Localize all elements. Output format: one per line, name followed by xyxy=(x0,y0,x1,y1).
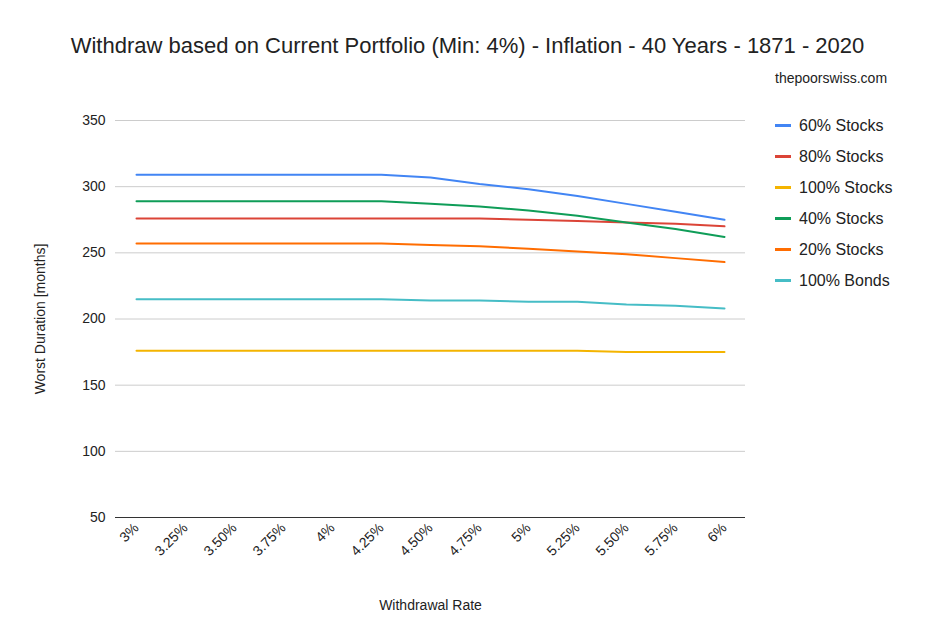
html-text:80% Stocks: 80% Stocks xyxy=(799,147,884,165)
svg-text:4.50%: 4.50% xyxy=(396,519,435,558)
svg-text:3.75%: 3.75% xyxy=(249,519,288,558)
svg-text:Withdrawal Rate: Withdrawal Rate xyxy=(379,597,482,613)
svg-text:3.25%: 3.25% xyxy=(151,519,190,558)
svg-text:4%: 4% xyxy=(312,519,338,545)
svg-text:3%: 3% xyxy=(116,519,142,545)
svg-text:5%: 5% xyxy=(508,519,534,545)
svg-text:350: 350 xyxy=(82,112,106,128)
svg-text:300: 300 xyxy=(82,178,106,194)
svg-text:250: 250 xyxy=(82,244,106,260)
svg-text:100: 100 xyxy=(82,443,106,459)
svg-text:Worst Duration [months]: Worst Duration [months] xyxy=(32,244,48,395)
html-text:100% Stocks: 100% Stocks xyxy=(799,178,893,196)
svg-text:4.25%: 4.25% xyxy=(347,519,386,558)
svg-text:5.75%: 5.75% xyxy=(641,519,680,558)
svg-text:5.25%: 5.25% xyxy=(543,519,582,558)
svg-text:5.50%: 5.50% xyxy=(592,519,631,558)
html-text:20% Stocks: 20% Stocks xyxy=(799,240,884,258)
html-text:40% Stocks: 40% Stocks xyxy=(799,209,884,227)
html-text:Withdraw based on Current Port: Withdraw based on Current Portfolio (Min… xyxy=(70,33,865,58)
html-text:60% Stocks: 60% Stocks xyxy=(799,116,884,134)
svg-text:6%: 6% xyxy=(704,519,730,545)
svg-text:50: 50 xyxy=(90,509,106,525)
svg-text:150: 150 xyxy=(82,377,106,393)
svg-text:4.75%: 4.75% xyxy=(445,519,484,558)
html-text:100% Bonds: 100% Bonds xyxy=(799,271,890,289)
svg-text:3.50%: 3.50% xyxy=(200,519,239,558)
svg-text:200: 200 xyxy=(82,310,106,326)
html-text:thepoorswiss.com: thepoorswiss.com xyxy=(775,70,887,86)
